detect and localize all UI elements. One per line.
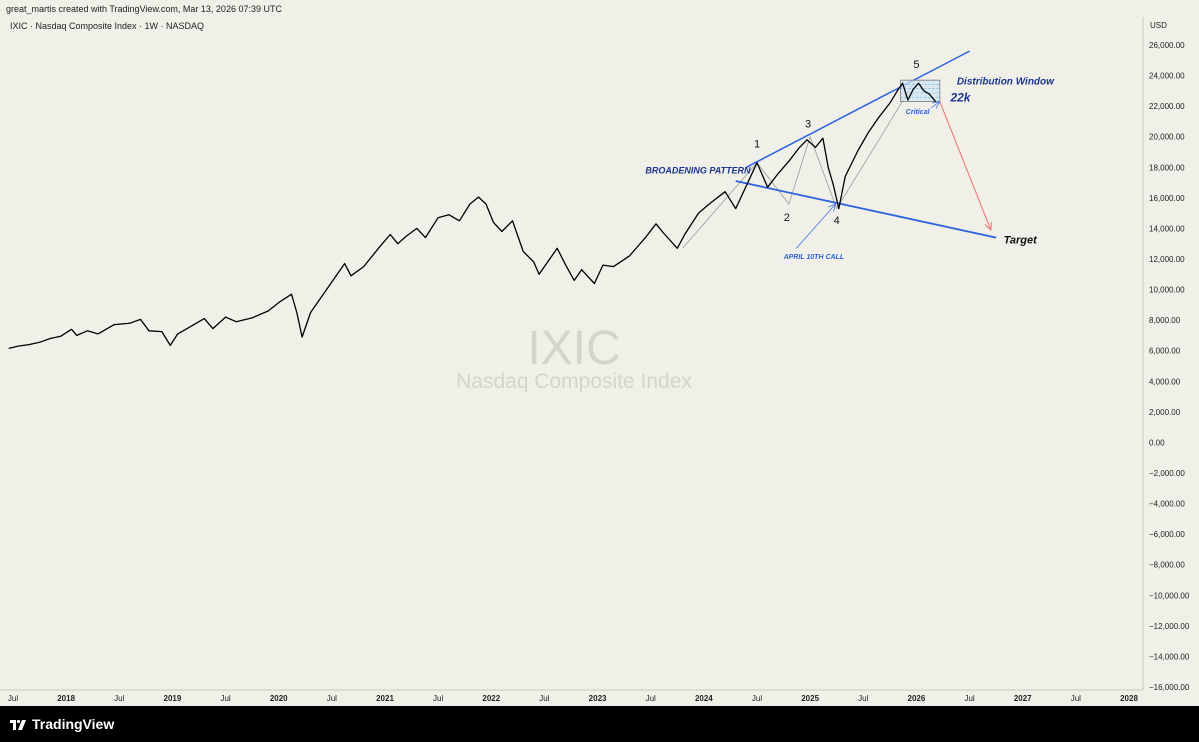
wave-label-2: 2: [784, 212, 790, 224]
x-tick-label-0: Jul: [8, 694, 18, 703]
x-tick-label-7: 2021: [376, 694, 394, 703]
x-tick-label-2: Jul: [114, 694, 124, 703]
watermark: IXIC Nasdaq Composite Index: [456, 322, 692, 393]
april-call-label: APRIL 10TH CALL: [783, 254, 845, 261]
y-tick-label-12: 2,000.00: [1149, 408, 1181, 417]
distribution-window-box: [900, 79, 941, 102]
watermark-symbol: IXIC: [527, 322, 620, 375]
broadening-pattern-label: BROADENING PATTERN: [645, 165, 751, 175]
critical-label: Critical: [906, 109, 931, 116]
bottom-bar: [0, 706, 1199, 742]
level-22k-label: 22k: [949, 91, 971, 105]
y-tick-label-16: −6,000.00: [1149, 530, 1185, 539]
x-tick-label-14: Jul: [752, 694, 762, 703]
x-tick-label-10: Jul: [539, 694, 549, 703]
y-tick-label-21: −16,000.00: [1149, 683, 1190, 692]
y-tick-label-13: 0.00: [1149, 438, 1165, 447]
x-tick-label-16: Jul: [858, 694, 868, 703]
y-tick-label-0: 26,000.00: [1149, 41, 1185, 50]
tradingview-icon: [10, 719, 26, 730]
x-tick-label-9: 2022: [482, 694, 500, 703]
time-axis[interactable]: Jul 2018 Jul 2019 Jul 2020 Jul 2021 Jul 2022 Jul 20…: [8, 694, 1139, 703]
y-tick-label-17: −8,000.00: [1149, 561, 1185, 570]
y-tick-label-18: −10,000.00: [1149, 591, 1190, 600]
y-tick-label-2: 22,000.00: [1149, 102, 1185, 111]
y-tick-label-1: 24,000.00: [1149, 72, 1185, 81]
critical-arrow-head: [931, 101, 941, 109]
wave-label-5: 5: [913, 59, 919, 71]
y-tick-label-15: −4,000.00: [1149, 500, 1185, 509]
april-call-arrow-head: [828, 203, 837, 212]
april-call-arrow: [796, 203, 836, 249]
x-tick-label-4: Jul: [220, 694, 230, 703]
x-tick-label-5: 2020: [270, 694, 288, 703]
x-tick-label-17: 2026: [908, 694, 926, 703]
y-tick-label-11: 4,000.00: [1149, 377, 1181, 386]
x-tick-label-19: 2027: [1014, 694, 1032, 703]
x-tick-label-8: Jul: [433, 694, 443, 703]
top-bar: great_martis created with TradingView.co…: [0, 0, 1199, 17]
y-tick-label-20: −14,000.00: [1149, 652, 1190, 661]
y-tick-label-8: 10,000.00: [1149, 286, 1185, 295]
y-tick-label-6: 14,000.00: [1149, 224, 1185, 233]
wave-label-4: 4: [834, 215, 840, 227]
wave-count-path: [682, 78, 917, 249]
price-axis[interactable]: 26,000.00 24,000.00 22,000.00 20,000.00 18,0…: [1149, 41, 1190, 692]
x-tick-label-20: Jul: [1071, 694, 1081, 703]
y-tick-label-9: 8,000.00: [1149, 316, 1181, 325]
y-tick-label-3: 20,000.00: [1149, 133, 1185, 142]
distribution-window-label: Distribution Window: [957, 77, 1055, 88]
y-tick-label-19: −12,000.00: [1149, 622, 1190, 631]
y-tick-label-5: 16,000.00: [1149, 194, 1185, 203]
lower-trendline: [735, 180, 997, 239]
annotation-labels: 1 2 3 4 5 BROADENING PATTERN Distribution Wind…: [645, 59, 1055, 261]
x-tick-label-15: 2025: [801, 694, 819, 703]
upper-trendline: [746, 50, 970, 168]
x-tick-label-3: 2019: [164, 694, 182, 703]
x-tick-label-1: 2018: [57, 694, 75, 703]
price-line: [8, 82, 937, 350]
y-tick-label-4: 18,000.00: [1149, 163, 1185, 172]
critical-arrow: [931, 101, 941, 108]
currency-label: USD: [1150, 21, 1167, 30]
wave-label-1: 1: [754, 138, 760, 150]
tradingview-logo[interactable]: TradingView: [10, 716, 114, 732]
target-arrow: [939, 101, 992, 231]
tradingview-brand: TradingView: [32, 716, 115, 732]
x-tick-label-18: Jul: [964, 694, 974, 703]
x-tick-label-12: Jul: [646, 694, 656, 703]
target-arrow-head: [984, 221, 993, 232]
price-chart[interactable]: IXIC Nasdaq Composite Index USD 26,000.0…: [0, 0, 1199, 706]
x-tick-label-6: Jul: [327, 694, 337, 703]
x-tick-label-13: 2024: [695, 694, 713, 703]
wave-label-3: 3: [805, 119, 811, 131]
y-tick-label-7: 12,000.00: [1149, 255, 1185, 264]
symbol-legend: IXIC · Nasdaq Composite Index · 1W · NAS…: [10, 21, 205, 31]
y-tick-label-10: 6,000.00: [1149, 347, 1181, 356]
x-tick-label-11: 2023: [589, 694, 607, 703]
credit-text: great_martis created with TradingView.co…: [6, 4, 282, 14]
x-tick-label-21: 2028: [1120, 694, 1138, 703]
watermark-name: Nasdaq Composite Index: [456, 370, 692, 393]
y-tick-label-14: −2,000.00: [1149, 469, 1185, 478]
target-label: Target: [1004, 235, 1039, 247]
